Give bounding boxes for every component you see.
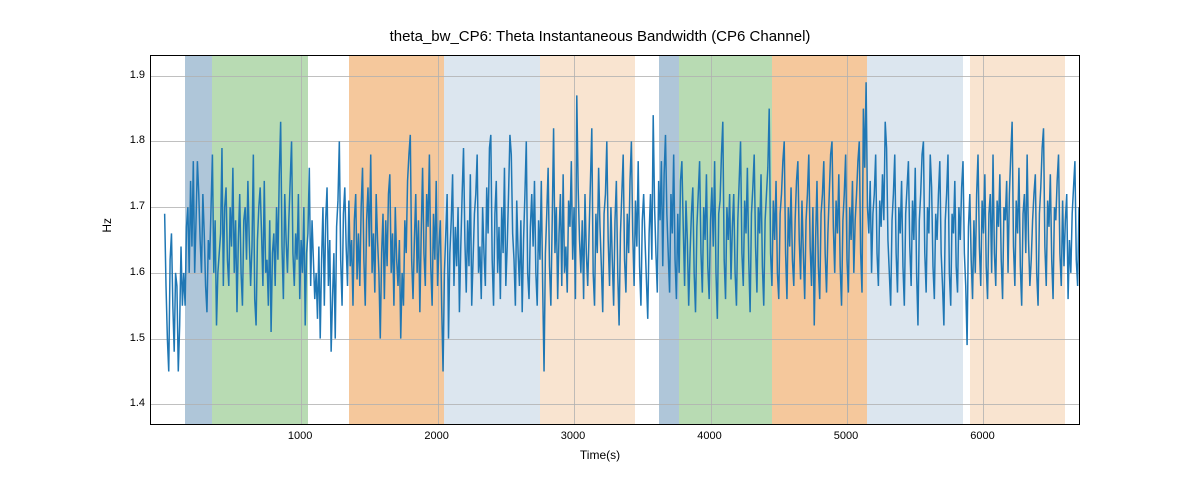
y-tick-label: 1.4 [120,397,145,409]
x-tick-label: 4000 [697,430,721,442]
chart-title: theta_bw_CP6: Theta Instantaneous Bandwi… [0,28,1200,45]
plot-area [150,55,1080,425]
y-tick-label: 1.5 [120,332,145,344]
x-tick-label: 1000 [288,430,312,442]
y-tick-label: 1.9 [120,69,145,81]
x-tick-label: 2000 [424,430,448,442]
y-tick-label: 1.6 [120,266,145,278]
chart-container: theta_bw_CP6: Theta Instantaneous Bandwi… [0,0,1200,500]
y-tick-label: 1.8 [120,134,145,146]
x-tick-label: 3000 [561,430,585,442]
x-tick-label: 6000 [970,430,994,442]
x-tick-label: 5000 [834,430,858,442]
line-series [165,82,1079,371]
y-tick-label: 1.7 [120,200,145,212]
x-axis-label: Time(s) [0,448,1200,462]
data-line [151,56,1079,424]
y-axis-label: Hz [100,218,114,233]
